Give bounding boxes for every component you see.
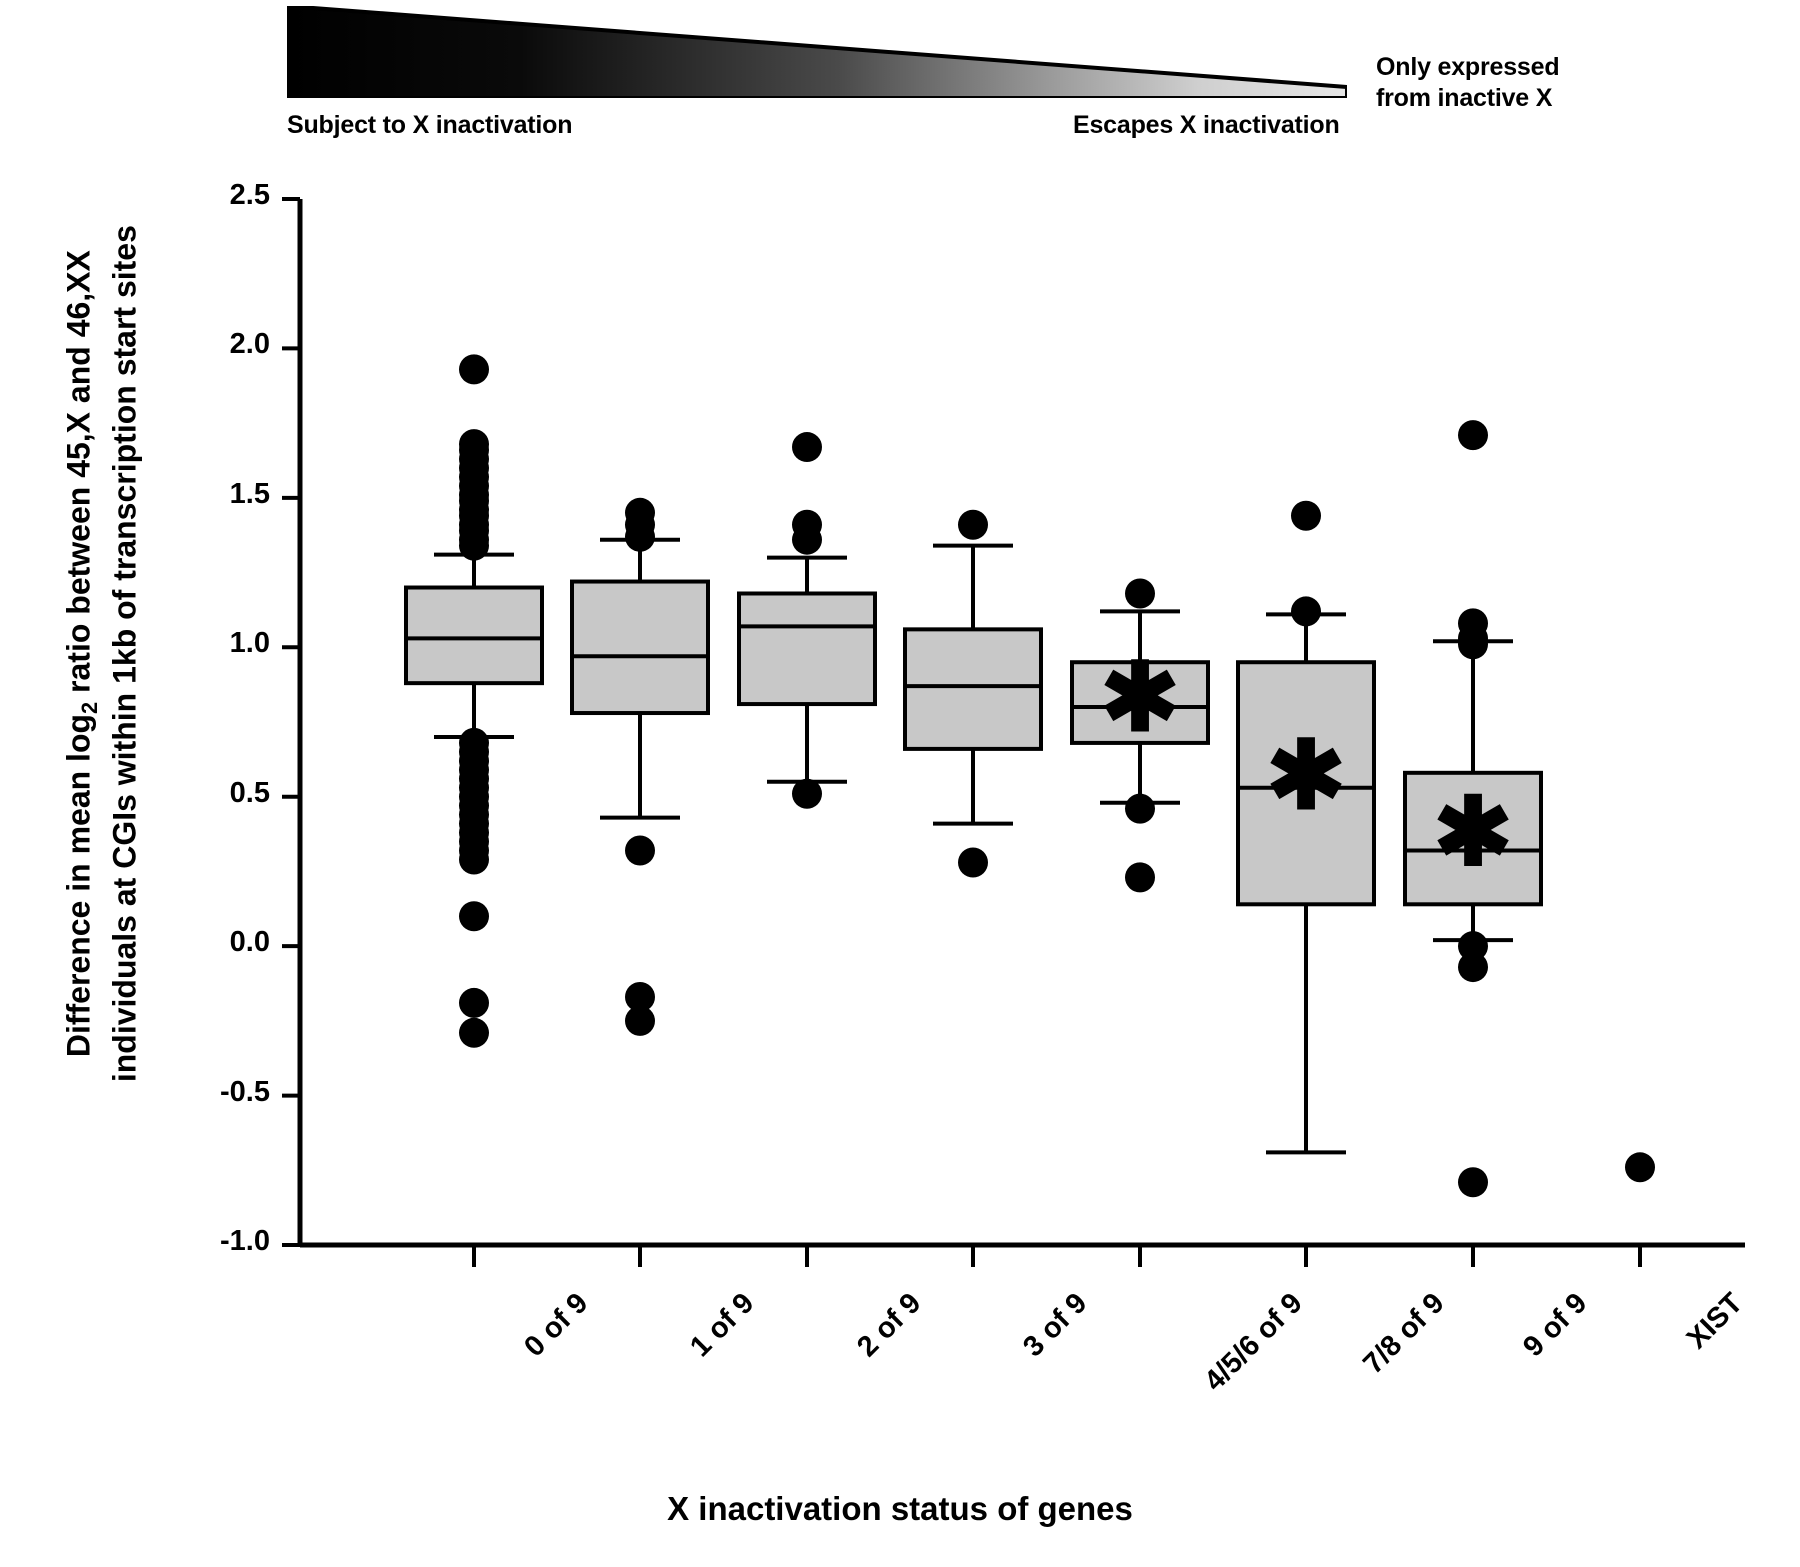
y-axis-tick-label: 2.0 xyxy=(229,328,270,361)
y-axis-tick-label: 0.5 xyxy=(229,776,270,809)
outlier-point xyxy=(792,778,822,809)
outlier-point xyxy=(459,901,489,932)
outlier-point xyxy=(1125,578,1155,609)
gradient-banner: Subject to X inactivation Escapes X inac… xyxy=(0,0,1800,150)
box-body xyxy=(1403,770,1543,907)
banner-label-subject: Subject to X inactivation xyxy=(287,111,573,139)
outlier-point xyxy=(1458,931,1488,962)
outlier-point xyxy=(792,524,822,555)
y-axis-tick-label: 1.5 xyxy=(229,477,270,510)
mean-marker-asterisk: ✱ xyxy=(1433,780,1513,886)
outlier-point xyxy=(459,1017,489,1048)
box-body xyxy=(903,627,1043,751)
outlier-point xyxy=(1458,952,1488,983)
outlier-point xyxy=(459,354,489,385)
banner-label-only-expressed: Only expressed from inactive X xyxy=(1376,53,1560,112)
outlier-point xyxy=(958,847,988,878)
outlier-point xyxy=(792,432,822,463)
banner-label-escapes: Escapes X inactivation xyxy=(1073,111,1340,139)
outlier-point xyxy=(625,1005,655,1036)
y-axis-tick-label: -1.0 xyxy=(220,1225,270,1257)
box-body xyxy=(1236,660,1376,907)
gradient-wedge xyxy=(287,6,1347,98)
outlier-point xyxy=(459,844,489,875)
outlier-point xyxy=(1625,1152,1655,1183)
outlier-point xyxy=(1458,1167,1488,1198)
outlier-point xyxy=(958,509,988,540)
box-body xyxy=(404,585,544,686)
outlier-point xyxy=(625,835,655,866)
outlier-point xyxy=(1125,793,1155,824)
outlier-point xyxy=(459,987,489,1018)
gradient-wedge-outline xyxy=(287,6,1347,98)
x-axis-title: X inactivation status of genes xyxy=(667,1490,1133,1527)
mean-marker-asterisk: ✱ xyxy=(1266,723,1346,829)
outlier-point xyxy=(1291,500,1321,531)
y-axis-tick-label: 0.0 xyxy=(229,926,270,959)
y-axis-tick-label: 1.0 xyxy=(229,627,270,660)
outlier-point xyxy=(1291,596,1321,627)
y-axis-tick-label: 2.5 xyxy=(229,179,270,211)
outlier-point xyxy=(459,530,489,561)
y-axis-tick-label: -0.5 xyxy=(220,1075,270,1108)
outlier-point xyxy=(1458,420,1488,451)
outlier-point xyxy=(625,981,655,1012)
box-body xyxy=(737,591,877,707)
outlier-point xyxy=(1125,862,1155,893)
box-body xyxy=(570,579,710,716)
mean-marker-asterisk: ✱ xyxy=(1100,645,1180,751)
outlier-point xyxy=(1458,629,1488,660)
outlier-point xyxy=(625,521,655,552)
box-body xyxy=(1070,660,1210,745)
